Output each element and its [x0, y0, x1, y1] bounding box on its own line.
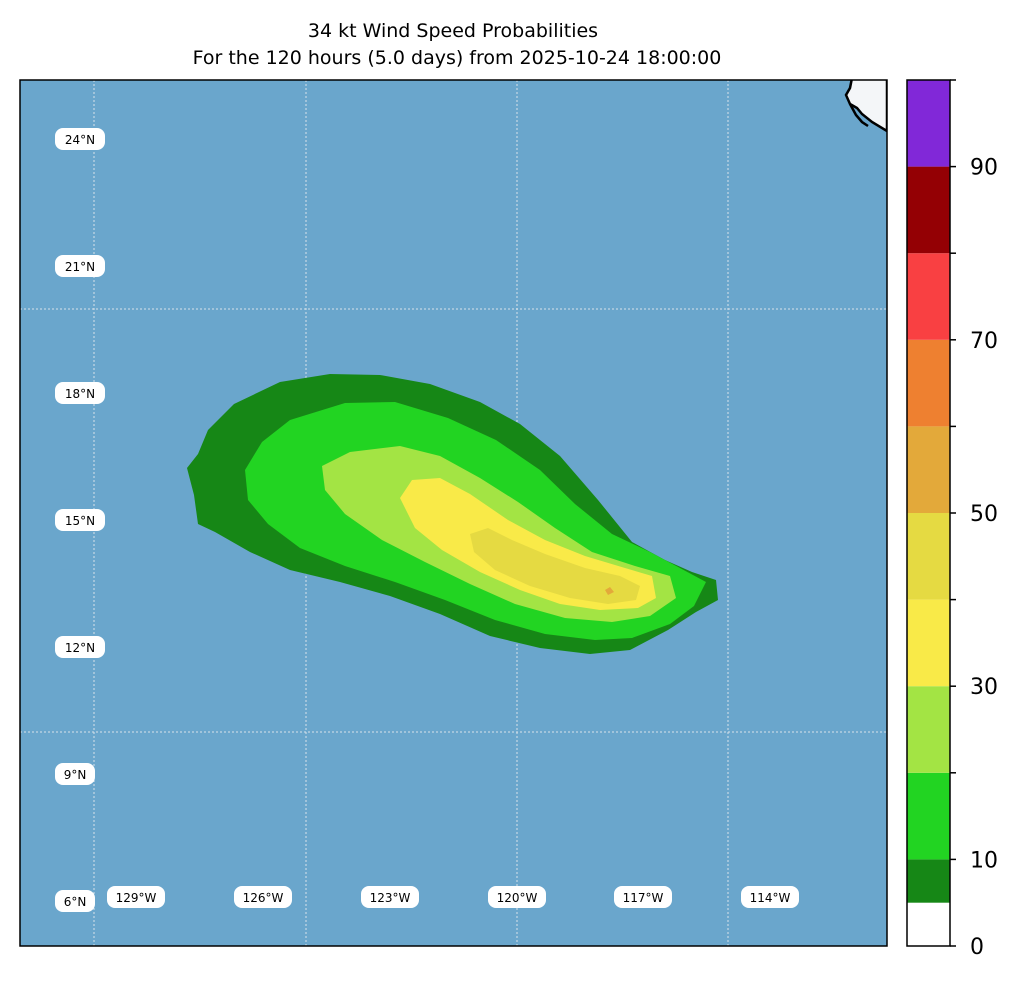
colorbar-segment: [907, 686, 950, 773]
colorbar-segment: [907, 772, 950, 860]
colorbar-segment: [907, 599, 950, 687]
colorbar-tick-label: 0: [970, 935, 984, 960]
lon-label-text: 117°W: [623, 891, 664, 905]
colorbar-segment: [907, 513, 950, 600]
colorbar-segments: [907, 80, 950, 946]
map-frame: [19, 79, 888, 947]
lon-label: 114°W: [741, 886, 799, 908]
colorbar-tick-label: 30: [970, 675, 998, 700]
probability-band-50-60: [605, 587, 614, 595]
colorbar-segment: [907, 859, 950, 903]
colorbar: 0 10 30 50 70 90: [906, 79, 998, 960]
lon-label: 126°W: [234, 886, 292, 908]
lon-label-text: 129°W: [116, 891, 157, 905]
colorbar-segment: [907, 80, 950, 167]
map-panel: 24°N 21°N 18°N 15°N 12°N 9°N: [19, 79, 888, 947]
lat-label: 12°N: [55, 636, 105, 658]
lat-label-text: 6°N: [64, 895, 87, 909]
probability-band-40-50: [470, 528, 640, 604]
lon-label-text: 120°W: [497, 891, 538, 905]
coastline-island: [848, 103, 869, 128]
lat-label: 21°N: [55, 255, 105, 277]
colorbar-ticks: 0 10 30 50 70 90: [950, 79, 998, 960]
lon-label-text: 123°W: [370, 891, 411, 905]
lat-label-text: 24°N: [65, 133, 95, 147]
lon-label-text: 114°W: [750, 891, 791, 905]
colorbar-segment: [907, 166, 950, 254]
lon-label-text: 126°W: [243, 891, 284, 905]
map-title: 34 kt Wind Speed Probabilities: [308, 20, 598, 42]
lat-label-text: 9°N: [64, 768, 87, 782]
lat-label-text: 21°N: [65, 260, 95, 274]
lat-label-text: 18°N: [65, 387, 95, 401]
colorbar-tick-label: 50: [970, 502, 998, 527]
lat-label: 9°N: [55, 763, 95, 785]
colorbar-segment: [907, 426, 950, 513]
lon-label: 129°W: [107, 886, 165, 908]
lat-label-text: 15°N: [65, 514, 95, 528]
colorbar-segment: [907, 253, 950, 340]
lat-label-text: 12°N: [65, 641, 95, 655]
colorbar-tick-label: 10: [970, 848, 998, 873]
lon-label: 123°W: [361, 886, 419, 908]
lon-label: 117°W: [614, 886, 672, 908]
lat-label: 15°N: [55, 509, 105, 531]
colorbar-segment: [907, 339, 950, 427]
land-baja-california: [844, 80, 887, 133]
colorbar-segment: [907, 902, 950, 946]
lat-label: 24°N: [55, 128, 105, 150]
lat-label: 18°N: [55, 382, 105, 404]
longitude-labels: 129°W 126°W 123°W 120°W 117°W 114°W: [107, 886, 799, 908]
map-subtitle: For the 120 hours (5.0 days) from 2025-1…: [193, 47, 722, 69]
latitude-labels: 24°N 21°N 18°N 15°N 12°N 9°N: [55, 128, 105, 912]
colorbar-tick-label: 70: [970, 329, 998, 354]
lat-label: 6°N: [55, 890, 95, 912]
lon-label: 120°W: [488, 886, 546, 908]
colorbar-tick-label: 90: [970, 156, 998, 181]
